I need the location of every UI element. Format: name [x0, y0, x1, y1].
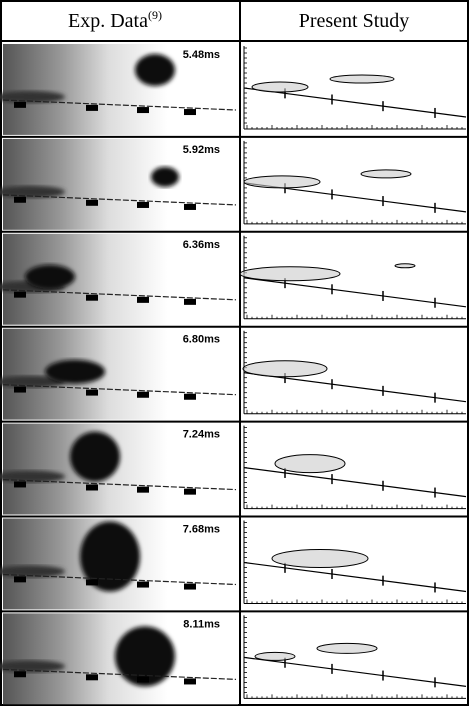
marker	[86, 105, 98, 111]
marker	[86, 579, 98, 585]
time-label: 8.11ms	[183, 618, 220, 630]
droplet	[45, 360, 105, 384]
time-label: 7.24ms	[183, 429, 220, 441]
header-left: Exp. Data(9)	[68, 8, 162, 32]
marker	[137, 297, 149, 303]
droplet	[135, 54, 175, 86]
marker	[184, 584, 196, 590]
plate-line	[244, 278, 466, 307]
marker	[184, 678, 196, 684]
marker	[137, 582, 149, 588]
page: {"header": {"left": "Exp. Data", "left_r…	[0, 0, 469, 706]
plate-line	[244, 657, 466, 686]
marker	[184, 299, 196, 305]
rows: 5.48ms 5.92ms 6.36ms 6.80ms 7.24ms 7.68ms 8.11…	[0, 44, 468, 706]
contour	[272, 550, 368, 568]
marker	[86, 295, 98, 301]
marker	[14, 387, 26, 393]
marker	[137, 202, 149, 208]
marker	[86, 484, 98, 490]
header-left-ref: (9)	[148, 8, 162, 22]
marker	[14, 671, 26, 677]
marker	[137, 487, 149, 493]
marker	[14, 481, 26, 487]
contour	[252, 82, 308, 92]
marker	[184, 489, 196, 495]
time-label: 6.80ms	[183, 334, 220, 346]
figure: Exp. Data(9) Present Study 5.48ms 5.92ms 6…	[0, 0, 469, 706]
droplet	[70, 432, 120, 482]
time-label: 5.48ms	[183, 49, 220, 61]
droplet	[25, 265, 75, 289]
marker	[86, 390, 98, 396]
plate-line	[244, 468, 466, 497]
contour	[317, 643, 377, 653]
time-label: 7.68ms	[183, 524, 220, 536]
contour	[255, 652, 295, 660]
marker	[86, 674, 98, 680]
contour	[240, 267, 340, 281]
marker	[137, 392, 149, 398]
header-left-text: Exp. Data	[68, 10, 148, 32]
marker	[14, 102, 26, 108]
contour	[275, 455, 345, 473]
marker	[184, 394, 196, 400]
marker	[14, 292, 26, 298]
marker	[14, 197, 26, 203]
marker	[14, 576, 26, 582]
contour	[244, 176, 320, 188]
time-label: 6.36ms	[183, 239, 220, 251]
contour	[330, 75, 394, 83]
time-label: 5.92ms	[183, 144, 220, 156]
marker	[137, 107, 149, 113]
marker	[86, 200, 98, 206]
droplet	[151, 167, 179, 187]
marker	[184, 109, 196, 115]
contour	[243, 361, 327, 377]
header-right: Present Study	[299, 10, 410, 32]
contour	[395, 264, 415, 268]
marker	[137, 676, 149, 682]
plate-line	[244, 563, 466, 592]
marker	[184, 204, 196, 210]
contour	[361, 170, 411, 178]
